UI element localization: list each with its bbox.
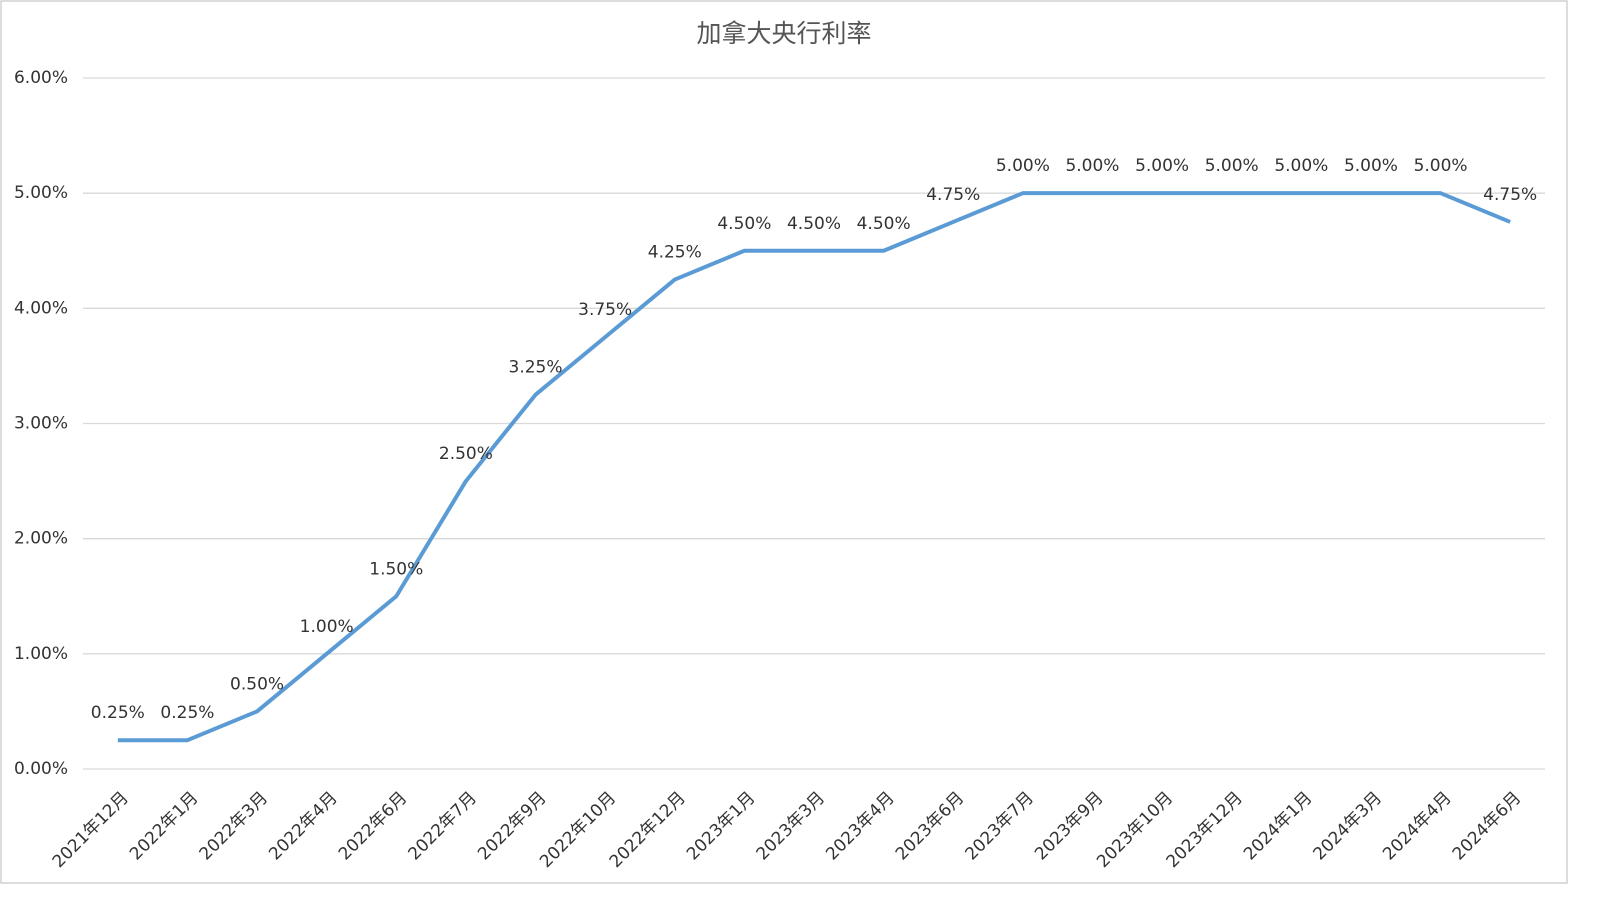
data-label: 5.00% [1344, 156, 1398, 176]
y-tick-label: 1.00% [14, 644, 68, 664]
y-tick-label: 0.00% [14, 759, 68, 779]
chart-title: 加拿大央行利率 [696, 19, 871, 48]
y-tick-label: 3.00% [14, 414, 68, 434]
data-label: 5.00% [996, 156, 1050, 176]
data-label: 4.50% [717, 214, 771, 234]
chart-frame [0, 0, 1568, 884]
data-label: 5.00% [1414, 156, 1468, 176]
data-label: 0.50% [230, 674, 284, 694]
data-label: 4.50% [787, 214, 841, 234]
y-tick-label: 5.00% [14, 183, 68, 203]
data-label: 4.75% [1483, 185, 1537, 205]
y-tick-label: 4.00% [14, 298, 68, 318]
y-tick-label: 6.00% [14, 68, 68, 88]
data-label: 5.00% [1274, 156, 1328, 176]
data-label: 3.75% [578, 300, 632, 320]
data-label: 0.25% [160, 703, 214, 723]
data-label: 5.00% [1065, 156, 1119, 176]
data-label: 5.00% [1205, 156, 1259, 176]
y-tick-label: 2.00% [14, 529, 68, 549]
data-label: 4.25% [648, 243, 702, 263]
data-label: 0.25% [91, 703, 145, 723]
data-label: 1.00% [300, 617, 354, 637]
data-label: 2.50% [439, 444, 493, 464]
data-label: 5.00% [1135, 156, 1189, 176]
line [117, 191, 1511, 743]
data-label: 3.25% [509, 358, 563, 378]
data-label: 4.50% [857, 214, 911, 234]
data-label: 4.75% [926, 185, 980, 205]
data-label: 1.50% [369, 559, 423, 579]
